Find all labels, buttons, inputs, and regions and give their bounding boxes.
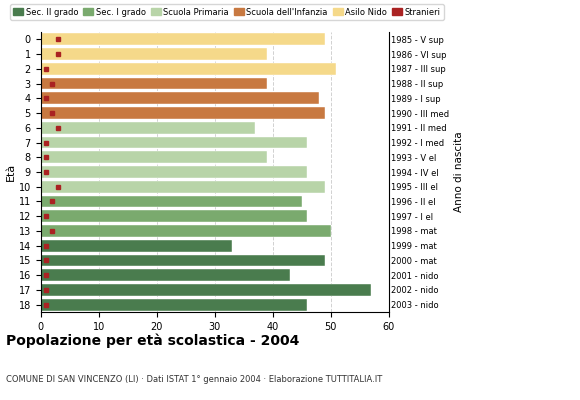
Bar xyxy=(41,151,267,163)
Bar xyxy=(41,240,232,252)
Bar xyxy=(41,92,319,104)
Bar xyxy=(41,34,325,45)
Legend: Sec. II grado, Sec. I grado, Scuola Primaria, Scuola dell'Infanzia, Asilo Nido, : Sec. II grado, Sec. I grado, Scuola Prim… xyxy=(10,4,444,20)
Bar xyxy=(41,78,267,90)
Bar xyxy=(41,166,307,178)
Y-axis label: Anno di nascita: Anno di nascita xyxy=(454,132,463,212)
Bar xyxy=(41,181,325,193)
Text: COMUNE DI SAN VINCENZO (LI) · Dati ISTAT 1° gennaio 2004 · Elaborazione TUTTITAL: COMUNE DI SAN VINCENZO (LI) · Dati ISTAT… xyxy=(6,375,382,384)
Bar xyxy=(41,63,336,75)
Bar xyxy=(41,137,307,148)
Bar xyxy=(41,254,325,266)
Bar xyxy=(41,284,371,296)
Bar xyxy=(41,299,307,310)
Y-axis label: Età: Età xyxy=(6,163,16,181)
Bar xyxy=(41,210,307,222)
Bar xyxy=(41,196,302,207)
Bar xyxy=(41,269,290,281)
Bar xyxy=(41,225,331,237)
Bar xyxy=(41,107,325,119)
Bar xyxy=(41,48,267,60)
Bar xyxy=(41,122,255,134)
Text: Popolazione per età scolastica - 2004: Popolazione per età scolastica - 2004 xyxy=(6,334,299,348)
